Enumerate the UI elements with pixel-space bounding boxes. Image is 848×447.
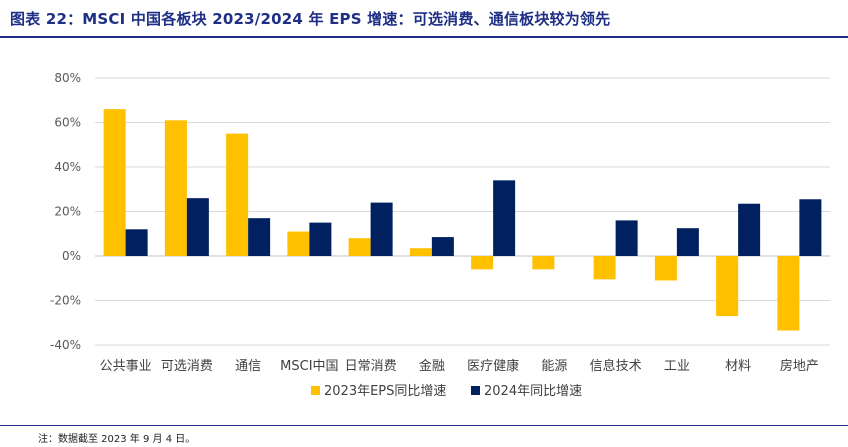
y-tick-label: 20%: [54, 205, 81, 219]
x-category-label: 可选消费: [161, 359, 213, 374]
bar-2024: [615, 220, 638, 256]
x-category-label: 通信: [235, 359, 261, 374]
x-category-label: 能源: [541, 359, 567, 374]
bar-2024: [370, 202, 393, 256]
chart-area: 80% 60% 40% 20% 0% -20% -40% 公共事业 可选消费 通信 MSCI中国日…: [0, 40, 848, 425]
x-category-label: MSCI中国: [280, 359, 338, 374]
bar-2024: [738, 203, 761, 256]
bar-2023: [593, 256, 616, 280]
source-note: 注：数据截至 2023 年 9 月 4 日。: [38, 434, 196, 445]
legend-label-2023: 2023年EPS同比增速: [324, 384, 446, 399]
bar-2023: [716, 256, 739, 317]
bar-2023: [164, 120, 187, 257]
legend-swatch-2024: [471, 386, 480, 395]
legend: 2023年EPS同比增速 2024年同比增速: [311, 384, 582, 399]
y-tick-label: 0%: [62, 249, 81, 263]
bars: [103, 109, 822, 331]
footer-divider: [0, 425, 848, 426]
bar-2024: [125, 229, 148, 256]
bar-2023: [777, 256, 800, 331]
y-tick-label: -40%: [50, 338, 81, 352]
bar-2023: [348, 238, 371, 256]
x-category-label: 房地产: [780, 358, 819, 374]
bar-2023: [532, 256, 555, 270]
bar-2024: [799, 199, 822, 256]
figure-title: 图表 22：MSCI 中国各板块 2023/2024 年 EPS 增速：可选消费…: [10, 10, 611, 28]
bar-2023: [409, 248, 432, 256]
title-divider: [0, 36, 848, 38]
y-tick-label: -20%: [50, 294, 81, 308]
x-category-label: 信息技术: [590, 358, 642, 374]
bar-2024: [493, 180, 516, 256]
bar-2024: [248, 218, 271, 256]
x-category-label: 医疗健康: [467, 358, 519, 374]
bar-2024: [676, 228, 699, 256]
y-axis-tick-labels: 80% 60% 40% 20% 0% -20% -40%: [50, 71, 81, 352]
legend-label-2024: 2024年同比增速: [484, 384, 582, 399]
x-category-label: 工业: [664, 359, 690, 374]
x-category-label: 公共事业: [100, 359, 152, 374]
legend-swatch-2023: [311, 386, 320, 395]
bar-2024: [309, 222, 332, 256]
x-category-label: 材料: [725, 359, 751, 374]
bar-2023: [103, 109, 126, 257]
x-axis-category-labels: 公共事业 可选消费 通信 MSCI中国 日常消费 金融 医疗健康 能源 信息技术 工业 材料 房地产: [100, 358, 819, 374]
bar-2023: [471, 256, 494, 270]
x-category-label: 日常消费: [345, 359, 397, 374]
y-tick-label: 40%: [54, 160, 81, 174]
x-category-label: 金融: [419, 358, 445, 374]
gridlines: [95, 77, 830, 346]
bar-2023: [654, 256, 677, 281]
bar-chart: 80% 60% 40% 20% 0% -20% -40% 公共事业 可选消费 通信 MSCI中国日…: [50, 71, 830, 399]
bar-2023: [287, 231, 310, 256]
y-tick-label: 60%: [54, 116, 81, 130]
bar-2024: [431, 237, 454, 256]
bar-2023: [226, 133, 249, 256]
bar-2024: [186, 198, 209, 256]
y-tick-label: 80%: [54, 71, 81, 85]
